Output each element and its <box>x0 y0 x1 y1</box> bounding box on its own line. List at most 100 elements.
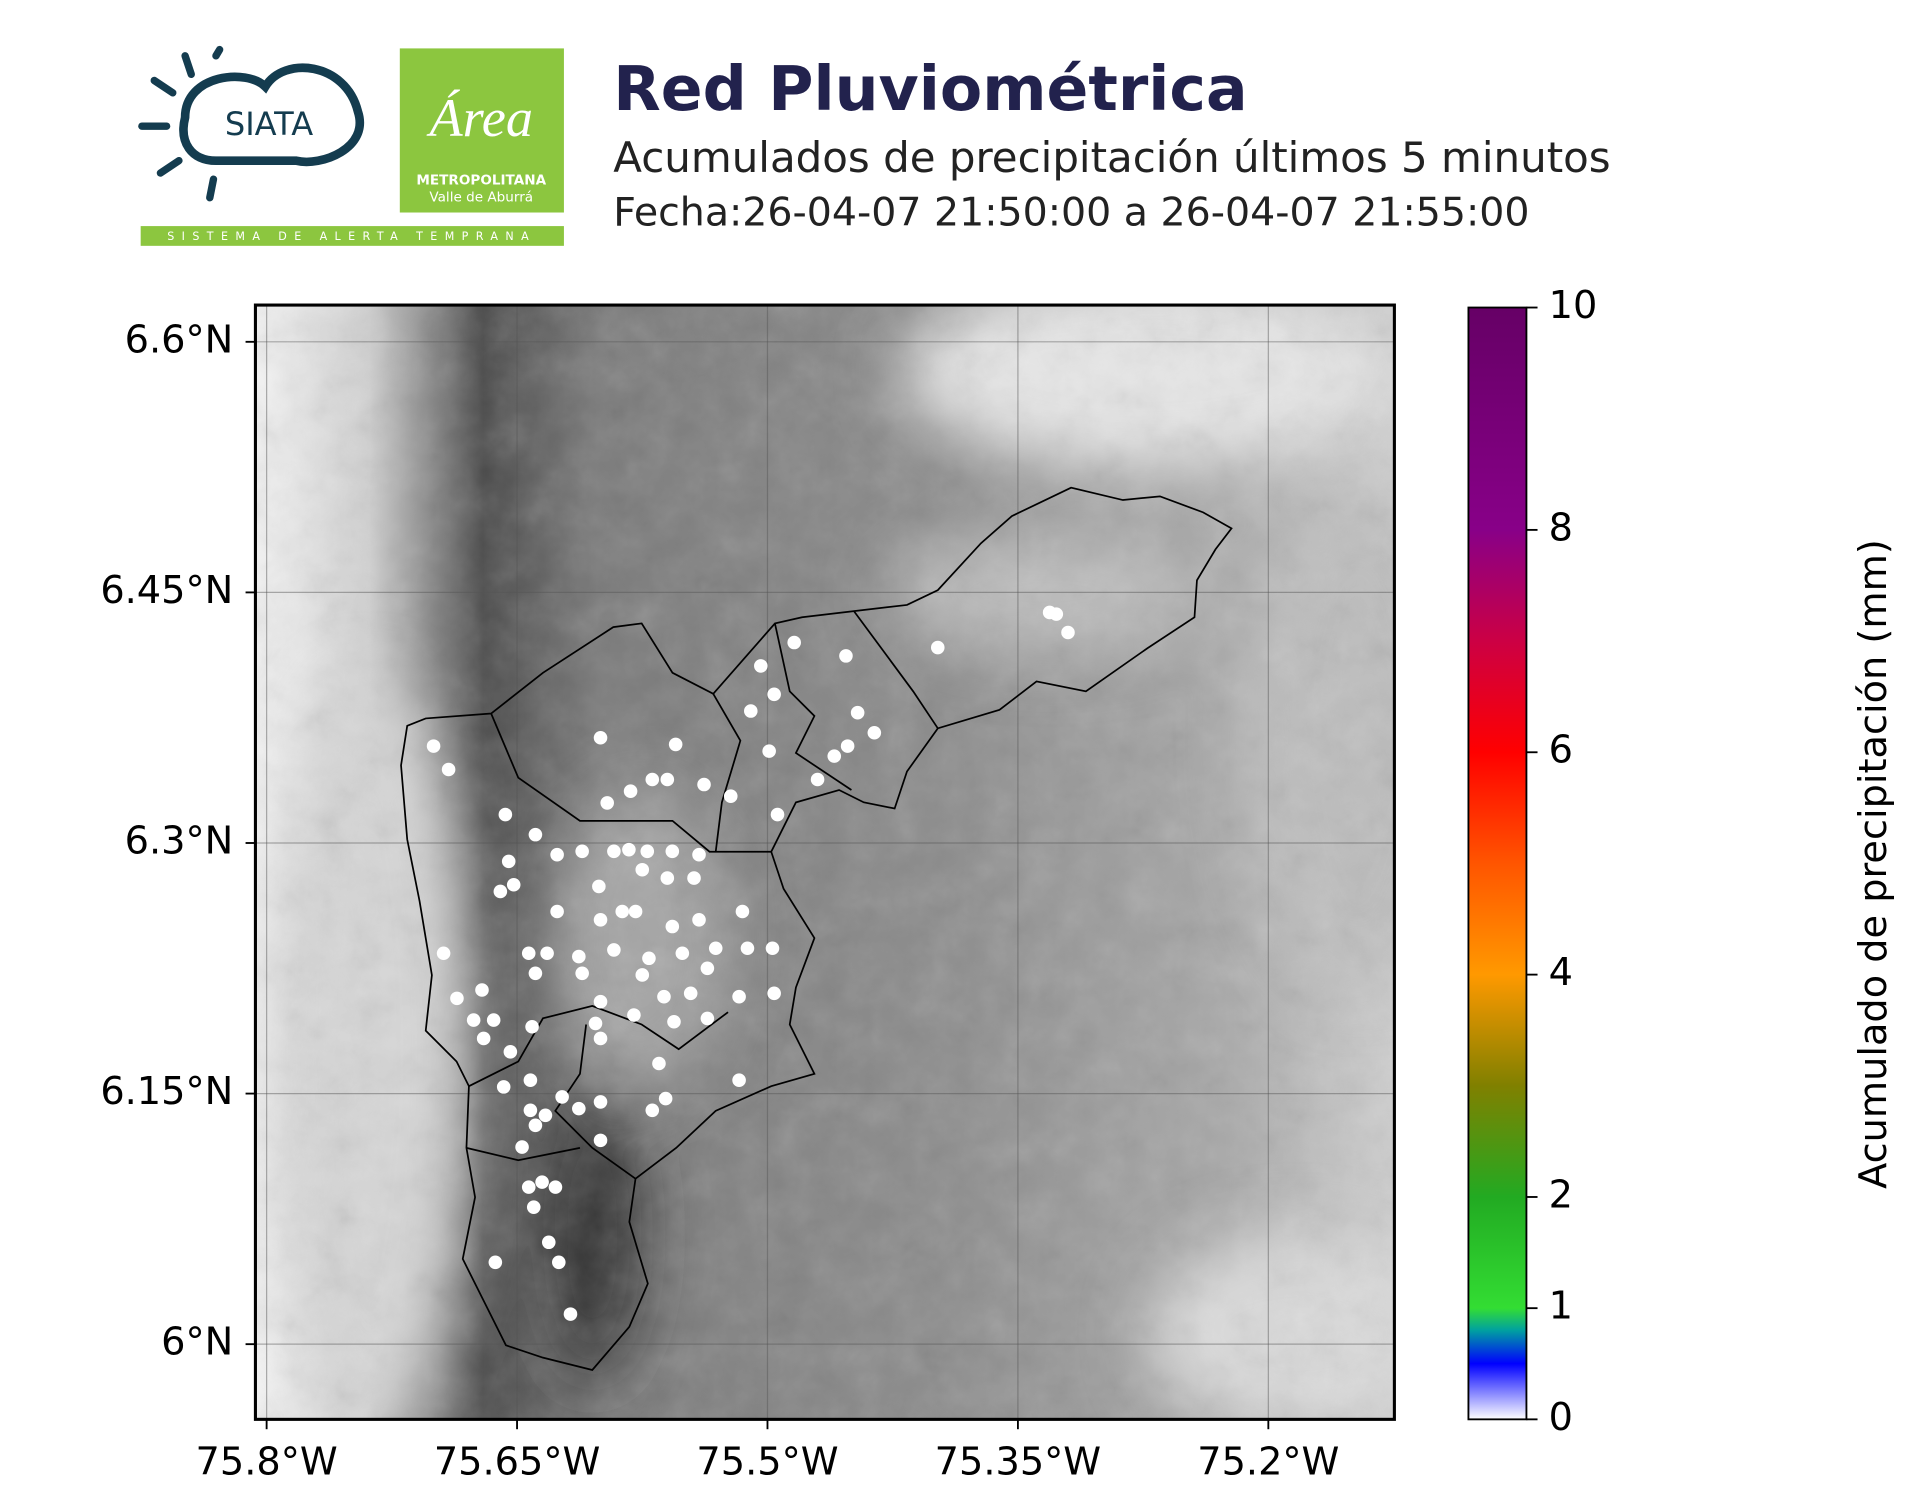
area-logo: Área METROPOLITANA Valle de Aburrá SISTE… <box>140 48 564 246</box>
station <box>486 1013 501 1027</box>
y-tick-label: 6°N <box>161 1320 233 1365</box>
station <box>607 844 621 859</box>
station <box>525 1019 539 1034</box>
colorbar-tick-label: 8 <box>1549 505 1573 550</box>
x-tick-label: 75.5°W <box>696 1439 838 1484</box>
colorbar-tick-label: 2 <box>1549 1172 1573 1217</box>
station <box>628 904 643 919</box>
station <box>528 1118 543 1133</box>
station <box>476 1031 491 1046</box>
sistema-text: SISTEMA DE ALERTA TEMPRANA <box>167 230 536 243</box>
station <box>810 772 825 787</box>
terrain <box>255 305 1395 1420</box>
station <box>660 772 675 787</box>
station <box>488 1255 503 1270</box>
station <box>930 640 945 655</box>
x-tick-label: 75.8°W <box>196 1439 338 1484</box>
metropolitana-text: METROPOLITANA <box>416 172 546 188</box>
station <box>692 847 706 862</box>
station <box>496 1080 511 1094</box>
station <box>575 844 589 859</box>
station <box>762 744 776 758</box>
boundaries <box>400 486 1233 1371</box>
station <box>592 879 606 894</box>
station <box>697 777 711 792</box>
station <box>723 789 738 804</box>
station <box>550 904 564 919</box>
colorbar-tick-label: 10 <box>1549 283 1598 328</box>
colorbar-label: Acumulado de precipitación (mm) <box>1851 539 1896 1189</box>
station <box>767 687 781 702</box>
station <box>623 784 638 798</box>
station <box>528 827 543 842</box>
colorbar-tick-label: 1 <box>1549 1284 1573 1329</box>
date: Fecha:26-04-07 21:50:00 a 26-04-07 21:55… <box>613 189 1529 235</box>
valle-text: Valle de Aburrá <box>429 190 533 206</box>
station <box>827 749 842 763</box>
station <box>572 1101 586 1116</box>
subtitle: Acumulados de precipitación últimos 5 mi… <box>613 133 1610 182</box>
station <box>550 847 564 862</box>
station <box>552 1255 566 1270</box>
map-frame <box>253 303 1396 1421</box>
title: Red Pluviométrica <box>613 53 1247 125</box>
station <box>660 871 675 885</box>
y-tick-label: 6.15°N <box>100 1069 233 1114</box>
station <box>839 649 853 663</box>
stations <box>426 605 1075 1321</box>
colorbar-tick-label: 6 <box>1549 728 1573 773</box>
station <box>498 807 513 822</box>
station <box>1049 607 1064 621</box>
station <box>521 1180 536 1194</box>
station <box>436 946 451 961</box>
station <box>700 1011 715 1026</box>
station <box>645 1103 660 1118</box>
axes: 75.8°W 75.65°W 75.5°W 75.35°W 75.2°W 6°N 6.15°… <box>100 317 1339 1484</box>
station <box>645 772 660 787</box>
station <box>665 919 680 934</box>
station <box>635 968 650 982</box>
station <box>572 949 586 964</box>
station <box>523 1103 538 1118</box>
station <box>501 854 516 869</box>
station <box>732 1073 746 1088</box>
station <box>658 1091 673 1106</box>
station <box>466 1013 481 1027</box>
station <box>535 1175 549 1189</box>
station <box>640 844 655 859</box>
y-tick-label: 6.3°N <box>125 818 234 863</box>
area-text: Área <box>427 88 533 148</box>
station <box>850 705 865 720</box>
x-tick-label: 75.2°W <box>1197 1439 1339 1484</box>
y-tick-label: 6.45°N <box>100 568 233 613</box>
station <box>515 1140 529 1154</box>
x-tick-label: 75.65°W <box>434 1439 600 1484</box>
station <box>732 989 746 1004</box>
station <box>593 1031 608 1046</box>
siata-text: SIATA <box>225 105 313 143</box>
station <box>538 1108 553 1123</box>
station <box>743 704 758 718</box>
station <box>770 807 785 822</box>
station <box>575 966 589 981</box>
station <box>683 986 698 1001</box>
station <box>593 1095 608 1109</box>
station <box>506 877 521 892</box>
station <box>593 994 608 1009</box>
station <box>426 739 441 753</box>
station <box>555 1090 569 1104</box>
station <box>600 796 614 810</box>
station <box>528 966 543 981</box>
station <box>503 1045 518 1059</box>
station <box>627 1008 641 1022</box>
station <box>1061 625 1075 640</box>
station <box>767 986 781 1001</box>
station <box>540 946 554 961</box>
station <box>541 1235 556 1250</box>
station <box>687 871 701 885</box>
station <box>840 739 855 753</box>
station <box>754 659 768 673</box>
colorbar-tick-label: 4 <box>1549 950 1573 995</box>
station <box>667 1014 681 1029</box>
